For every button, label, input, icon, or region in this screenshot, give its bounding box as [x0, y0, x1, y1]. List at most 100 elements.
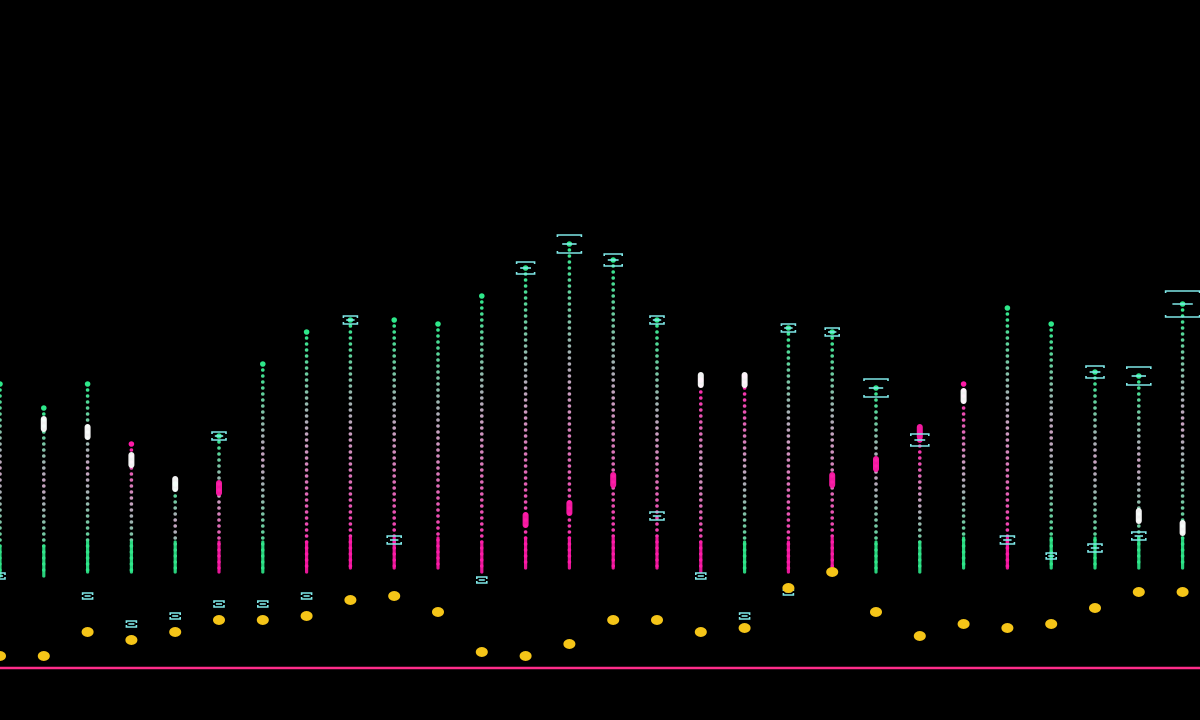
cap-bracket-marker: [515, 261, 536, 275]
column-top-point: [0, 381, 3, 387]
column: [475, 293, 488, 657]
cap-bracket-marker: [863, 378, 889, 398]
column-top-point: [260, 361, 266, 367]
column-top-point: [84, 381, 91, 387]
bracket-marker: [0, 572, 6, 580]
column-top-point: [960, 381, 967, 387]
column-highlight: [960, 388, 967, 404]
yellow-dot: [913, 631, 926, 641]
bracket-marker: [300, 592, 313, 600]
column-highlight: [741, 372, 748, 388]
cap-bracket-marker: [824, 327, 840, 337]
column-highlight: [873, 456, 879, 472]
column-top-point: [128, 441, 135, 447]
yellow-dot: [607, 615, 620, 625]
column: [211, 431, 227, 625]
yellow-dot: [694, 627, 707, 637]
yellow-dot: [475, 647, 488, 657]
yellow-dot: [81, 627, 94, 637]
column: [556, 234, 583, 649]
yellow-dot: [169, 627, 182, 637]
yellow-dot: [256, 615, 269, 625]
column-top-point: [1004, 305, 1011, 311]
cap-bracket-marker: [1126, 366, 1152, 386]
bracket-marker: [169, 612, 181, 620]
column: [863, 378, 889, 617]
bracket-marker: [738, 612, 751, 620]
yellow-dot: [1176, 587, 1189, 597]
bracket-marker: [1131, 531, 1147, 541]
yellow-dot: [1132, 587, 1145, 597]
columns: [0, 234, 1200, 661]
bracket-marker: [213, 600, 225, 608]
yellow-dot: [300, 611, 313, 621]
column-top-point: [479, 293, 485, 299]
column: [1045, 321, 1058, 629]
yellow-dot: [37, 651, 50, 661]
column-highlight: [1135, 508, 1142, 524]
column-highlight: [128, 452, 135, 468]
yellow-dot: [651, 615, 663, 625]
bracket-marker: [386, 535, 402, 545]
yellow-dot: [870, 607, 882, 617]
column: [300, 329, 313, 621]
column: [910, 424, 930, 641]
bracket-marker: [1087, 543, 1103, 553]
bracket-marker: [695, 572, 707, 580]
column: [515, 261, 536, 661]
yellow-dot: [519, 651, 532, 661]
column: [0, 381, 6, 661]
column-top-point: [435, 321, 441, 327]
yellow-dot: [782, 583, 795, 593]
bracket-marker: [81, 592, 94, 600]
column-highlight: [829, 472, 836, 488]
column: [738, 372, 751, 633]
yellow-dot: [1089, 603, 1101, 613]
cap-bracket-marker: [342, 315, 359, 325]
column-highlight: [40, 416, 47, 432]
column: [256, 361, 269, 625]
column: [169, 476, 182, 637]
yellow-dot: [0, 651, 6, 661]
column: [999, 305, 1016, 633]
bracket-marker: [257, 600, 269, 608]
column: [824, 327, 840, 577]
column: [37, 405, 50, 661]
yellow-dot: [432, 607, 444, 617]
cap-bracket-marker: [780, 323, 797, 333]
bracket-marker: [476, 576, 488, 584]
column-highlight: [610, 472, 617, 488]
column-highlight: [1179, 520, 1186, 536]
column-highlight: [522, 512, 529, 528]
yellow-dot: [957, 619, 970, 629]
column: [603, 253, 623, 625]
yellow-dot: [213, 615, 225, 625]
column-top-point: [391, 317, 398, 323]
column: [386, 317, 402, 601]
column: [125, 441, 138, 645]
column: [694, 372, 707, 637]
column: [1164, 290, 1200, 597]
column: [1085, 365, 1105, 613]
yellow-dot: [738, 623, 751, 633]
column-highlight: [216, 480, 222, 496]
column-highlight: [916, 424, 923, 440]
bracket-marker: [649, 511, 665, 521]
column: [649, 315, 665, 625]
column: [81, 381, 94, 637]
yellow-dot: [1001, 623, 1014, 633]
cap-bracket-marker: [1164, 290, 1200, 318]
bracket-marker: [125, 620, 138, 628]
cap-bracket-marker: [211, 431, 227, 441]
column: [957, 381, 970, 629]
column-highlight: [84, 424, 91, 440]
yellow-dot: [125, 635, 138, 645]
column-top-point: [1048, 321, 1054, 327]
cap-bracket-marker: [1085, 365, 1105, 379]
column-highlight: [566, 500, 573, 516]
column-top-point: [303, 329, 310, 335]
column: [432, 321, 444, 617]
cap-bracket-marker: [910, 433, 930, 447]
column: [1126, 366, 1152, 597]
